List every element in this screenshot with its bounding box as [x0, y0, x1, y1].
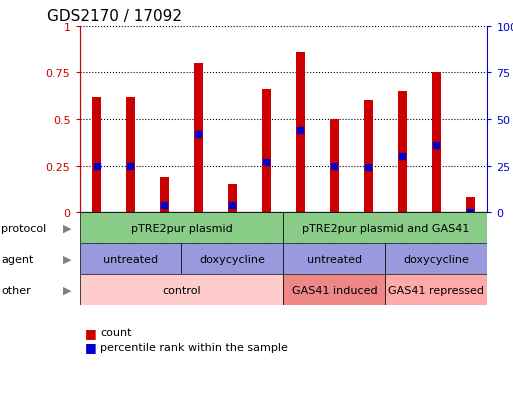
- Bar: [385, 244, 487, 275]
- Bar: [92, 97, 101, 213]
- Bar: [80, 275, 283, 306]
- Bar: [296, 53, 305, 213]
- Bar: [283, 275, 385, 306]
- Bar: [283, 213, 487, 244]
- Text: percentile rank within the sample: percentile rank within the sample: [100, 342, 288, 352]
- Bar: [182, 244, 283, 275]
- Bar: [364, 101, 372, 213]
- Bar: [80, 244, 182, 275]
- Text: doxycycline: doxycycline: [200, 254, 265, 264]
- Bar: [126, 97, 135, 213]
- Text: ▶: ▶: [63, 285, 72, 295]
- Bar: [194, 64, 203, 213]
- Text: ■: ■: [85, 340, 96, 354]
- Text: pTRE2pur plasmid: pTRE2pur plasmid: [131, 223, 232, 233]
- Text: ■: ■: [85, 326, 96, 339]
- Bar: [80, 213, 283, 244]
- Text: doxycycline: doxycycline: [403, 254, 469, 264]
- Bar: [466, 198, 475, 213]
- Bar: [330, 120, 339, 213]
- Text: GAS41 induced: GAS41 induced: [291, 285, 377, 295]
- Text: ▶: ▶: [63, 254, 72, 264]
- Text: ▶: ▶: [63, 223, 72, 233]
- Text: untreated: untreated: [103, 254, 158, 264]
- Text: agent: agent: [1, 254, 33, 264]
- Text: control: control: [162, 285, 201, 295]
- Bar: [228, 185, 236, 213]
- Text: GDS2170 / 17092: GDS2170 / 17092: [47, 9, 182, 24]
- Bar: [262, 90, 271, 213]
- Bar: [398, 92, 407, 213]
- Bar: [432, 73, 441, 213]
- Bar: [283, 244, 385, 275]
- Text: pTRE2pur plasmid and GAS41: pTRE2pur plasmid and GAS41: [302, 223, 469, 233]
- Bar: [385, 275, 487, 306]
- Text: count: count: [100, 328, 131, 337]
- Text: untreated: untreated: [307, 254, 362, 264]
- Bar: [160, 178, 169, 213]
- Text: GAS41 repressed: GAS41 repressed: [388, 285, 484, 295]
- Text: other: other: [1, 285, 31, 295]
- Text: protocol: protocol: [1, 223, 46, 233]
